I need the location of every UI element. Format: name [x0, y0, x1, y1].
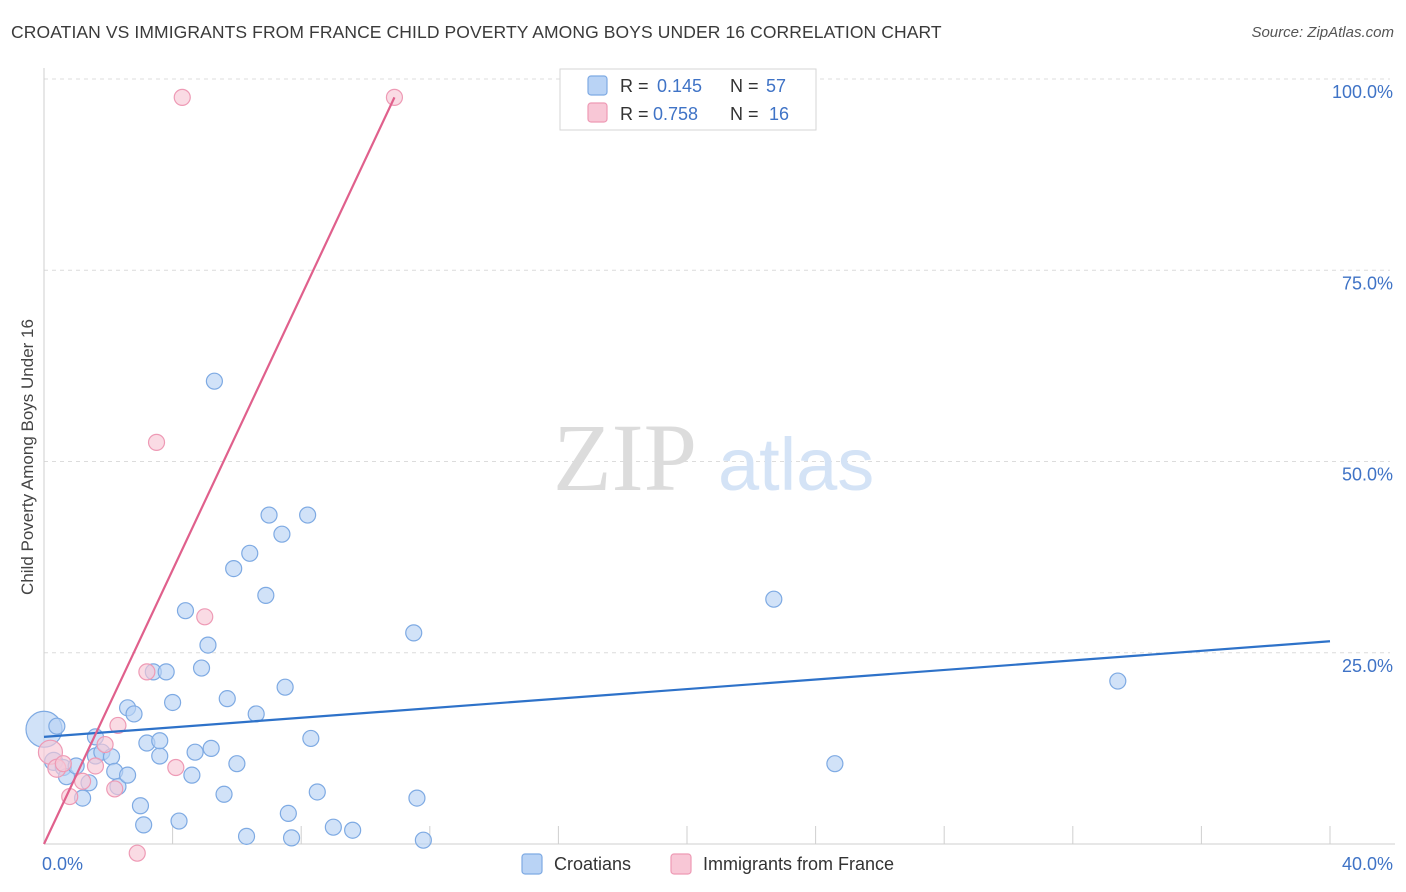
france-point	[106, 780, 124, 798]
y-axis-label: Child Poverty Among Boys Under 16	[18, 319, 37, 595]
legend-swatch-france	[587, 102, 608, 123]
croatians-point	[164, 693, 182, 712]
croatians-trend-line	[43, 640, 1331, 738]
croatians-point	[241, 544, 259, 562]
france-point	[167, 758, 185, 777]
croatians-point	[405, 624, 423, 642]
bottom-legend-swatch-croatians	[521, 853, 543, 875]
croatians-point	[414, 831, 432, 849]
legend-n-label: N =	[730, 76, 759, 96]
croatians-point	[48, 717, 66, 735]
tick-labels: 25.0% 50.0% 75.0% 100.0% 0.0% 40.0%	[42, 82, 1393, 874]
france-point	[138, 663, 156, 681]
croatians-point	[299, 506, 317, 524]
croatians-point	[131, 797, 150, 815]
legend-r-value: 0.758	[653, 104, 698, 124]
legend-n-label: N =	[730, 104, 759, 124]
gridlines	[44, 78, 1390, 654]
data-points	[25, 88, 1127, 862]
france-point	[96, 735, 114, 754]
croatians-point	[276, 678, 294, 696]
croatians-point	[260, 506, 278, 524]
croatians-point	[324, 818, 342, 836]
legend-r-value: 0.145	[657, 76, 702, 96]
croatians-point	[151, 732, 169, 750]
legend-n-value: 16	[769, 104, 789, 124]
watermark-atlas: atlas	[718, 423, 874, 506]
croatians-point	[765, 590, 783, 608]
croatians-point	[247, 705, 265, 723]
bottom-legend-france: Immigrants from France	[703, 854, 894, 874]
x-tick-label: 0.0%	[42, 854, 83, 874]
y-tick-label: 50.0%	[1342, 465, 1393, 485]
croatians-point	[192, 659, 211, 677]
legend-r-label: R =	[620, 104, 649, 124]
croatians-point	[1109, 672, 1127, 690]
croatians-point	[157, 663, 175, 681]
y-tick-label: 75.0%	[1342, 273, 1393, 293]
croatians-point	[408, 789, 426, 807]
france-point	[86, 757, 105, 775]
croatians-point	[170, 812, 188, 830]
france-point	[54, 755, 72, 773]
croatians-point	[225, 559, 243, 578]
croatians-point	[186, 743, 204, 761]
croatians-point	[125, 705, 143, 723]
croatians-point	[308, 783, 326, 801]
france-point	[128, 844, 146, 862]
top-legend: R = 0.145 N = 57 R = 0.758 N = 16	[559, 68, 817, 131]
croatians-point	[237, 827, 256, 845]
france-point	[196, 608, 214, 626]
legend-r-label: R =	[620, 76, 649, 96]
croatians-point	[183, 766, 201, 784]
croatians-point	[344, 821, 362, 839]
source-label: Source: ZipAtlas.com	[1251, 24, 1394, 41]
croatians-point	[135, 816, 153, 834]
croatians-point	[279, 804, 297, 823]
croatians-point	[826, 755, 844, 773]
bottom-legend: Croatians Immigrants from France	[521, 853, 894, 875]
croatians-point	[205, 372, 223, 390]
croatians-point	[218, 690, 236, 708]
croatians-point	[257, 586, 275, 604]
croatians-point	[199, 636, 217, 654]
bottom-legend-swatch-france	[670, 853, 692, 875]
x-tick-label: 40.0%	[1342, 854, 1393, 874]
legend-n-value: 57	[766, 76, 786, 96]
croatians-point	[282, 829, 301, 847]
france-point	[173, 88, 191, 106]
trend-lines	[43, 96, 1331, 845]
croatians-point	[118, 766, 137, 784]
legend-swatch-croatians	[587, 75, 608, 96]
croatians-point	[176, 602, 195, 620]
croatians-point	[151, 747, 169, 765]
france-point	[109, 716, 127, 735]
croatians-point	[273, 525, 291, 543]
chart-title: CROATIAN VS IMMIGRANTS FROM FRANCE CHILD…	[11, 22, 942, 42]
croatians-point	[215, 785, 233, 803]
y-tick-label: 25.0%	[1342, 656, 1393, 676]
y-tick-label: 100.0%	[1332, 82, 1393, 102]
france-trend-line	[43, 96, 396, 845]
croatians-point	[228, 755, 246, 773]
watermark-zip: ZIP	[553, 404, 697, 511]
france-point	[147, 433, 166, 451]
croatians-point	[302, 729, 320, 748]
bottom-legend-croatians: Croatians	[554, 854, 631, 874]
croatians-point	[202, 739, 220, 757]
